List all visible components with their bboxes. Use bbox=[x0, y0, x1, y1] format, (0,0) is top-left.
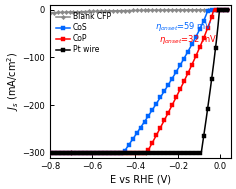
Line: CoP: CoP bbox=[48, 8, 231, 154]
Blank CFP bbox=[171, 9, 174, 11]
CoP bbox=[127, 152, 130, 154]
CoP bbox=[188, 69, 191, 71]
CoS bbox=[188, 48, 191, 50]
X-axis label: E vs RHE (V): E vs RHE (V) bbox=[110, 174, 171, 184]
Blank CFP bbox=[127, 9, 130, 12]
CoS bbox=[127, 144, 130, 146]
Blank CFP bbox=[228, 9, 230, 11]
CoS bbox=[67, 152, 69, 154]
CoP bbox=[228, 9, 230, 11]
CoP bbox=[67, 152, 69, 154]
Pt wire bbox=[127, 152, 130, 154]
Y-axis label: $J_s$ (mA/cm$^2$): $J_s$ (mA/cm$^2$) bbox=[5, 52, 21, 111]
Pt wire bbox=[48, 152, 51, 154]
CoS bbox=[191, 42, 194, 44]
CoP bbox=[171, 103, 174, 105]
Blank CFP bbox=[200, 9, 203, 11]
Pt wire bbox=[218, 9, 221, 11]
CoS bbox=[228, 9, 230, 11]
Blank CFP bbox=[191, 9, 194, 11]
Blank CFP bbox=[48, 12, 51, 14]
Line: Pt wire: Pt wire bbox=[48, 8, 231, 154]
Blank CFP bbox=[188, 9, 191, 11]
Pt wire bbox=[121, 152, 124, 154]
Line: Blank CFP: Blank CFP bbox=[48, 8, 231, 14]
CoP bbox=[212, 9, 215, 11]
CoS bbox=[171, 76, 174, 78]
Line: CoS: CoS bbox=[48, 8, 231, 154]
Legend: Blank CFP, CoS, CoP, Pt wire: Blank CFP, CoS, CoP, Pt wire bbox=[55, 12, 112, 55]
Pt wire bbox=[228, 9, 230, 11]
Pt wire bbox=[188, 152, 191, 154]
Pt wire bbox=[67, 152, 69, 154]
CoP bbox=[121, 152, 124, 154]
CoS bbox=[206, 9, 209, 11]
Text: $\eta_{onset}$=32 mV: $\eta_{onset}$=32 mV bbox=[159, 33, 217, 46]
Pt wire bbox=[171, 152, 174, 154]
CoS bbox=[121, 152, 124, 154]
Blank CFP bbox=[121, 9, 124, 12]
CoP bbox=[191, 62, 194, 64]
Text: $\eta_{onset}$=59 mV: $\eta_{onset}$=59 mV bbox=[155, 20, 213, 33]
Pt wire bbox=[191, 152, 194, 154]
CoP bbox=[48, 152, 51, 154]
CoS bbox=[48, 152, 51, 154]
Blank CFP bbox=[67, 11, 69, 13]
